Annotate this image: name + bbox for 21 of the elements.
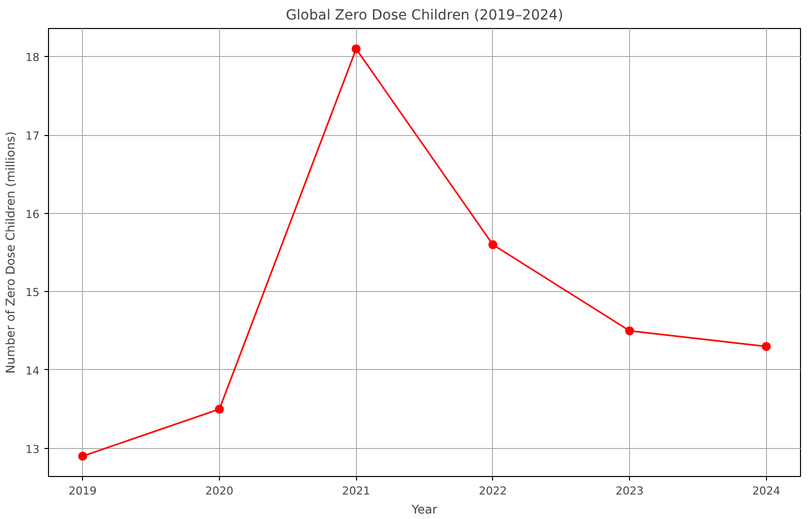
point	[352, 44, 361, 54]
point	[214, 404, 224, 414]
point	[625, 326, 634, 336]
point	[762, 342, 771, 351]
point	[488, 240, 498, 250]
x-tick-label: 2023	[616, 484, 644, 498]
y-tick-label: 18	[26, 51, 40, 64]
x-tick-label: 2019	[68, 484, 97, 498]
x-tick-label: 2024	[752, 484, 780, 498]
y-tick-label: 17	[26, 130, 40, 143]
x-tick-label: 2021	[342, 484, 370, 498]
point	[78, 452, 88, 461]
y-tick-label: 16	[26, 208, 40, 221]
y-tick-label: 13	[26, 442, 40, 456]
x-axis-title: Year	[410, 502, 438, 516]
y-tick-label: 15	[26, 286, 40, 300]
x-tick-label: 2020	[205, 484, 234, 498]
y-tick-label: 14	[26, 364, 40, 378]
chart-title: Global Zero Dose Children (2019–2024)	[286, 8, 564, 24]
y-axis-title: Number of Zero Dose Children (millions)	[4, 131, 18, 374]
x-tick-label: 2022	[478, 484, 507, 498]
